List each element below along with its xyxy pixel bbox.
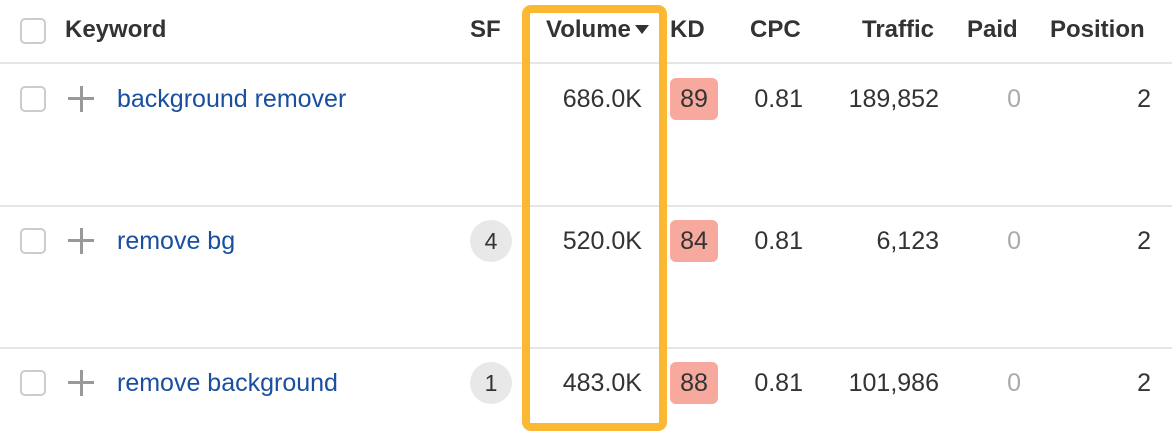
row-checkbox[interactable] <box>20 86 46 112</box>
sf-badge[interactable]: 1 <box>470 362 512 404</box>
row-checkbox[interactable] <box>20 228 46 254</box>
kd-badge: 88 <box>670 362 718 404</box>
header-kd[interactable]: KD <box>670 16 705 43</box>
cpc-value: 0.81 <box>754 369 803 397</box>
volume-value: 686.0K <box>562 85 642 113</box>
row-checkbox[interactable] <box>20 370 46 396</box>
header-traffic[interactable]: Traffic <box>862 16 935 43</box>
header-cpc[interactable]: CPC <box>750 16 801 43</box>
traffic-value: 6,123 <box>876 227 939 255</box>
add-plus-icon[interactable] <box>68 370 94 396</box>
header-volume-label: Volume <box>546 16 631 43</box>
paid-value: 0 <box>1007 369 1021 397</box>
keyword-link[interactable]: remove background <box>117 369 338 397</box>
keyword-link[interactable]: remove bg <box>117 227 236 255</box>
select-all-checkbox[interactable] <box>20 18 46 44</box>
volume-value: 483.0K <box>562 369 642 397</box>
header-sf[interactable]: SF <box>470 16 501 43</box>
traffic-value: 189,852 <box>848 85 939 113</box>
cpc-value: 0.81 <box>754 227 803 255</box>
volume-column-highlight <box>522 5 667 431</box>
volume-value: 520.0K <box>562 227 642 255</box>
divider <box>0 347 1172 349</box>
sf-badge[interactable]: 4 <box>470 220 512 262</box>
keyword-link[interactable]: background remover <box>117 85 347 113</box>
header-volume[interactable]: Volume <box>546 16 649 44</box>
position-value: 2 <box>1137 85 1151 113</box>
cpc-value: 0.81 <box>754 85 803 113</box>
header-position[interactable]: Position <box>1050 16 1145 43</box>
header-keyword[interactable]: Keyword <box>65 16 167 43</box>
header-paid[interactable]: Paid <box>967 16 1018 43</box>
divider <box>0 205 1172 207</box>
sort-desc-icon <box>634 25 649 34</box>
add-plus-icon[interactable] <box>68 228 94 254</box>
paid-value: 0 <box>1007 85 1021 113</box>
kd-badge: 89 <box>670 78 718 120</box>
position-value: 2 <box>1137 369 1151 397</box>
add-plus-icon[interactable] <box>68 86 94 112</box>
kd-badge: 84 <box>670 220 718 262</box>
position-value: 2 <box>1137 227 1151 255</box>
traffic-value: 101,986 <box>848 369 939 397</box>
divider <box>0 62 1172 64</box>
paid-value: 0 <box>1007 227 1021 255</box>
